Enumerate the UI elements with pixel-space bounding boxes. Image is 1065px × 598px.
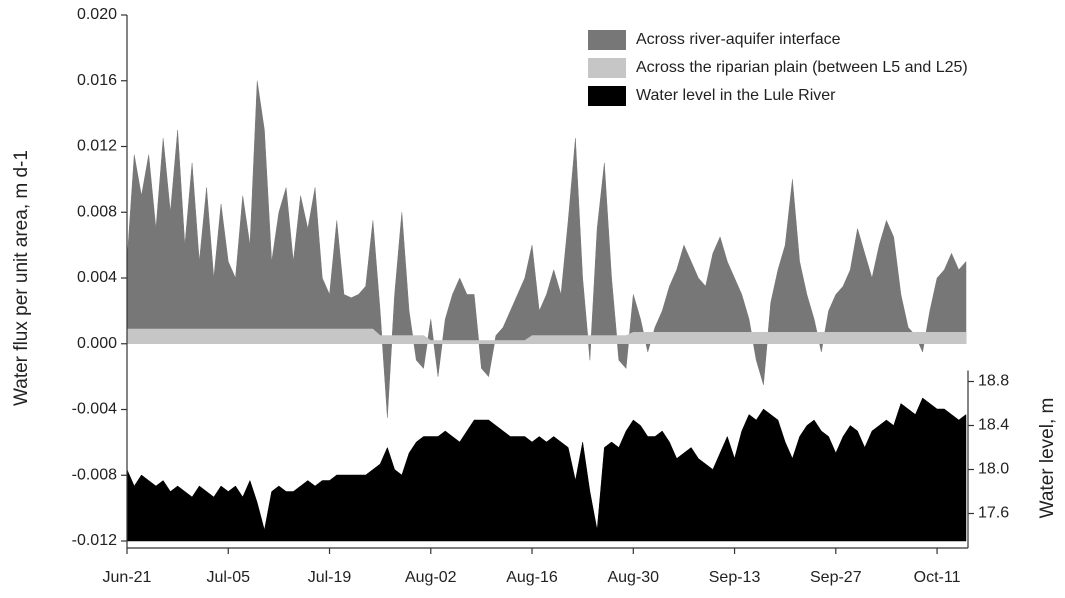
x-tick-label: Sep-27 — [810, 569, 862, 586]
legend-label: Across the riparian plain (between L5 an… — [636, 59, 968, 76]
legend-label: Water level in the Lule River — [636, 87, 836, 104]
y2-tick-label: 18.4 — [978, 417, 1009, 434]
x-tick-label: Oct-11 — [914, 569, 961, 586]
y2-tick-label: 18.0 — [978, 461, 1009, 478]
x-tick-label: Aug-02 — [405, 569, 457, 586]
x-tick-label: Sep-13 — [709, 569, 761, 586]
legend-label: Across river-aquifer interface — [636, 31, 841, 48]
y2-axis-label: Water level, m — [1037, 398, 1058, 519]
legend-swatch — [588, 30, 626, 50]
y-tick-label: -0.012 — [72, 532, 117, 549]
y-tick-label: 0.012 — [77, 138, 117, 155]
x-tick-label: Jun-21 — [103, 569, 152, 586]
area-series — [126, 328, 967, 344]
x-tick-label: Jul-05 — [206, 569, 250, 586]
area-series — [126, 397, 967, 542]
y2-tick-label: 17.6 — [978, 505, 1009, 522]
y-tick-label: 0.020 — [77, 6, 117, 23]
y-tick-label: 0.008 — [77, 203, 117, 220]
y-tick-label: -0.004 — [72, 401, 117, 418]
y2-tick-label: 18.8 — [978, 373, 1009, 390]
x-tick-label: Aug-30 — [607, 569, 659, 586]
legend-swatch — [588, 86, 626, 106]
y-axis-label: Water flux per unit area, m d-1 — [11, 150, 32, 406]
y-tick-label: 0.016 — [77, 72, 117, 89]
y-tick-label: -0.008 — [72, 466, 117, 483]
legend-swatch — [588, 58, 626, 78]
x-tick-label: Jul-19 — [308, 569, 352, 586]
area-series — [126, 80, 967, 418]
y-tick-label: 0.004 — [77, 269, 117, 286]
x-tick-label: Aug-16 — [506, 569, 558, 586]
y-tick-label: 0.000 — [77, 335, 117, 352]
